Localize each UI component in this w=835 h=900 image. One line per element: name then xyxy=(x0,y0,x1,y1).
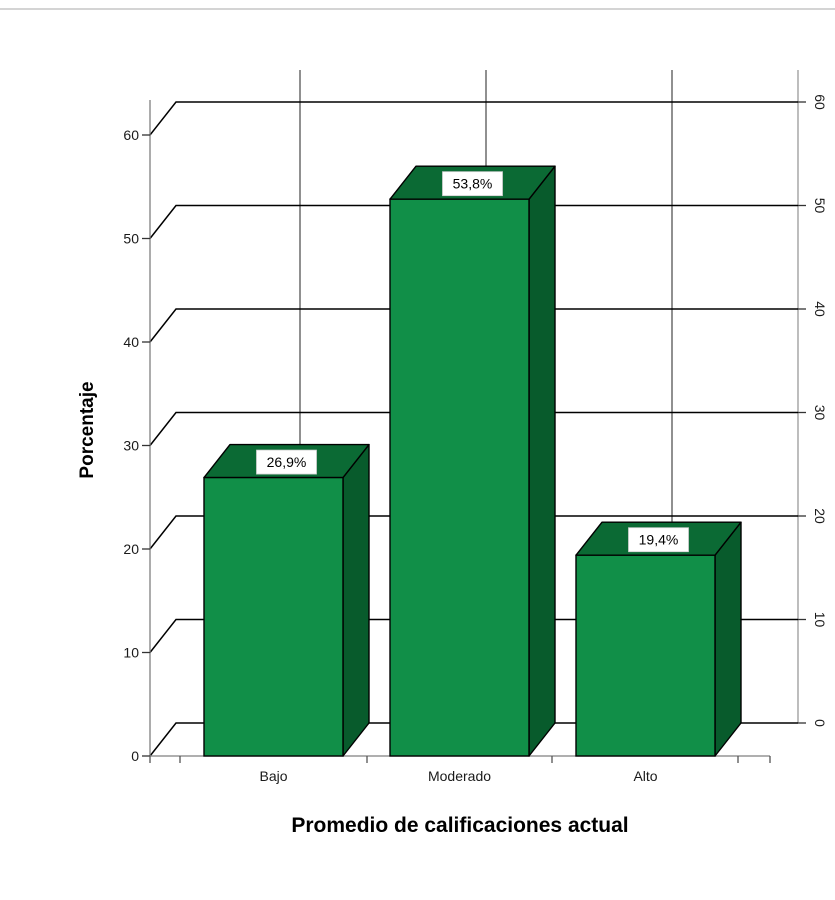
left-axis-tick-label: 20 xyxy=(123,541,139,557)
bar-side-face xyxy=(714,521,742,757)
left-axis-tick-label: 0 xyxy=(131,748,139,764)
bar-side-face xyxy=(528,165,556,757)
y-axis-title: Porcentaje xyxy=(77,381,98,478)
data-label-box xyxy=(442,171,503,197)
left-axis-tick-label: 40 xyxy=(123,334,139,350)
data-label-bajo: 26,9% xyxy=(256,449,317,475)
bar-front-face xyxy=(389,198,530,757)
right-axis: 0 10 20 30 40 50 60 xyxy=(798,94,828,727)
bar-bajo xyxy=(203,443,370,757)
data-label-text: 26,9% xyxy=(267,454,307,470)
horizontal-gridline xyxy=(149,411,798,446)
right-axis-tick-label: 20 xyxy=(812,508,828,524)
right-axis-tick-label: 0 xyxy=(812,719,828,727)
right-axis-tick-label: 30 xyxy=(812,405,828,421)
horizontal-gridline xyxy=(149,101,798,136)
bars xyxy=(203,165,742,757)
left-axis-tick-label: 30 xyxy=(123,438,139,454)
data-label-alto: 19,4% xyxy=(628,527,689,553)
data-label-box xyxy=(628,527,689,553)
top-divider xyxy=(0,8,835,10)
data-label-box xyxy=(256,449,317,475)
horizontal-gridline xyxy=(149,515,798,550)
right-axis-tick-label: 50 xyxy=(812,198,828,214)
right-axis-tick-label: 60 xyxy=(812,94,828,110)
bar-front-face xyxy=(203,476,344,757)
category-label-bajo: Bajo xyxy=(259,768,287,784)
data-label-text: 19,4% xyxy=(639,532,679,548)
data-label-moderado: 53,8% xyxy=(442,171,503,197)
horizontal-gridline xyxy=(149,308,798,343)
bottom-axis: Bajo Moderado Alto xyxy=(149,755,771,784)
left-axis-tick-label: 60 xyxy=(123,127,139,143)
category-label-alto: Alto xyxy=(633,768,657,784)
bar-front-face xyxy=(575,554,716,757)
bar-alto xyxy=(575,521,742,757)
data-labels: 26,9% 53,8% 19,4% xyxy=(256,171,689,553)
right-axis-tick-label: 40 xyxy=(812,301,828,317)
bar-side-face xyxy=(342,443,370,757)
category-label-moderado: Moderado xyxy=(428,768,491,784)
x-axis-title: Promedio de calificaciones actual xyxy=(291,814,628,837)
left-axis-tick-label: 50 xyxy=(123,231,139,247)
data-label-text: 53,8% xyxy=(453,176,493,192)
left-axis-tick-label: 10 xyxy=(123,645,139,661)
bar-moderado xyxy=(389,165,556,757)
horizontal-gridline xyxy=(149,204,798,239)
right-axis-tick-label: 10 xyxy=(812,612,828,628)
left-axis: 0 10 20 30 40 50 60 xyxy=(123,100,151,764)
